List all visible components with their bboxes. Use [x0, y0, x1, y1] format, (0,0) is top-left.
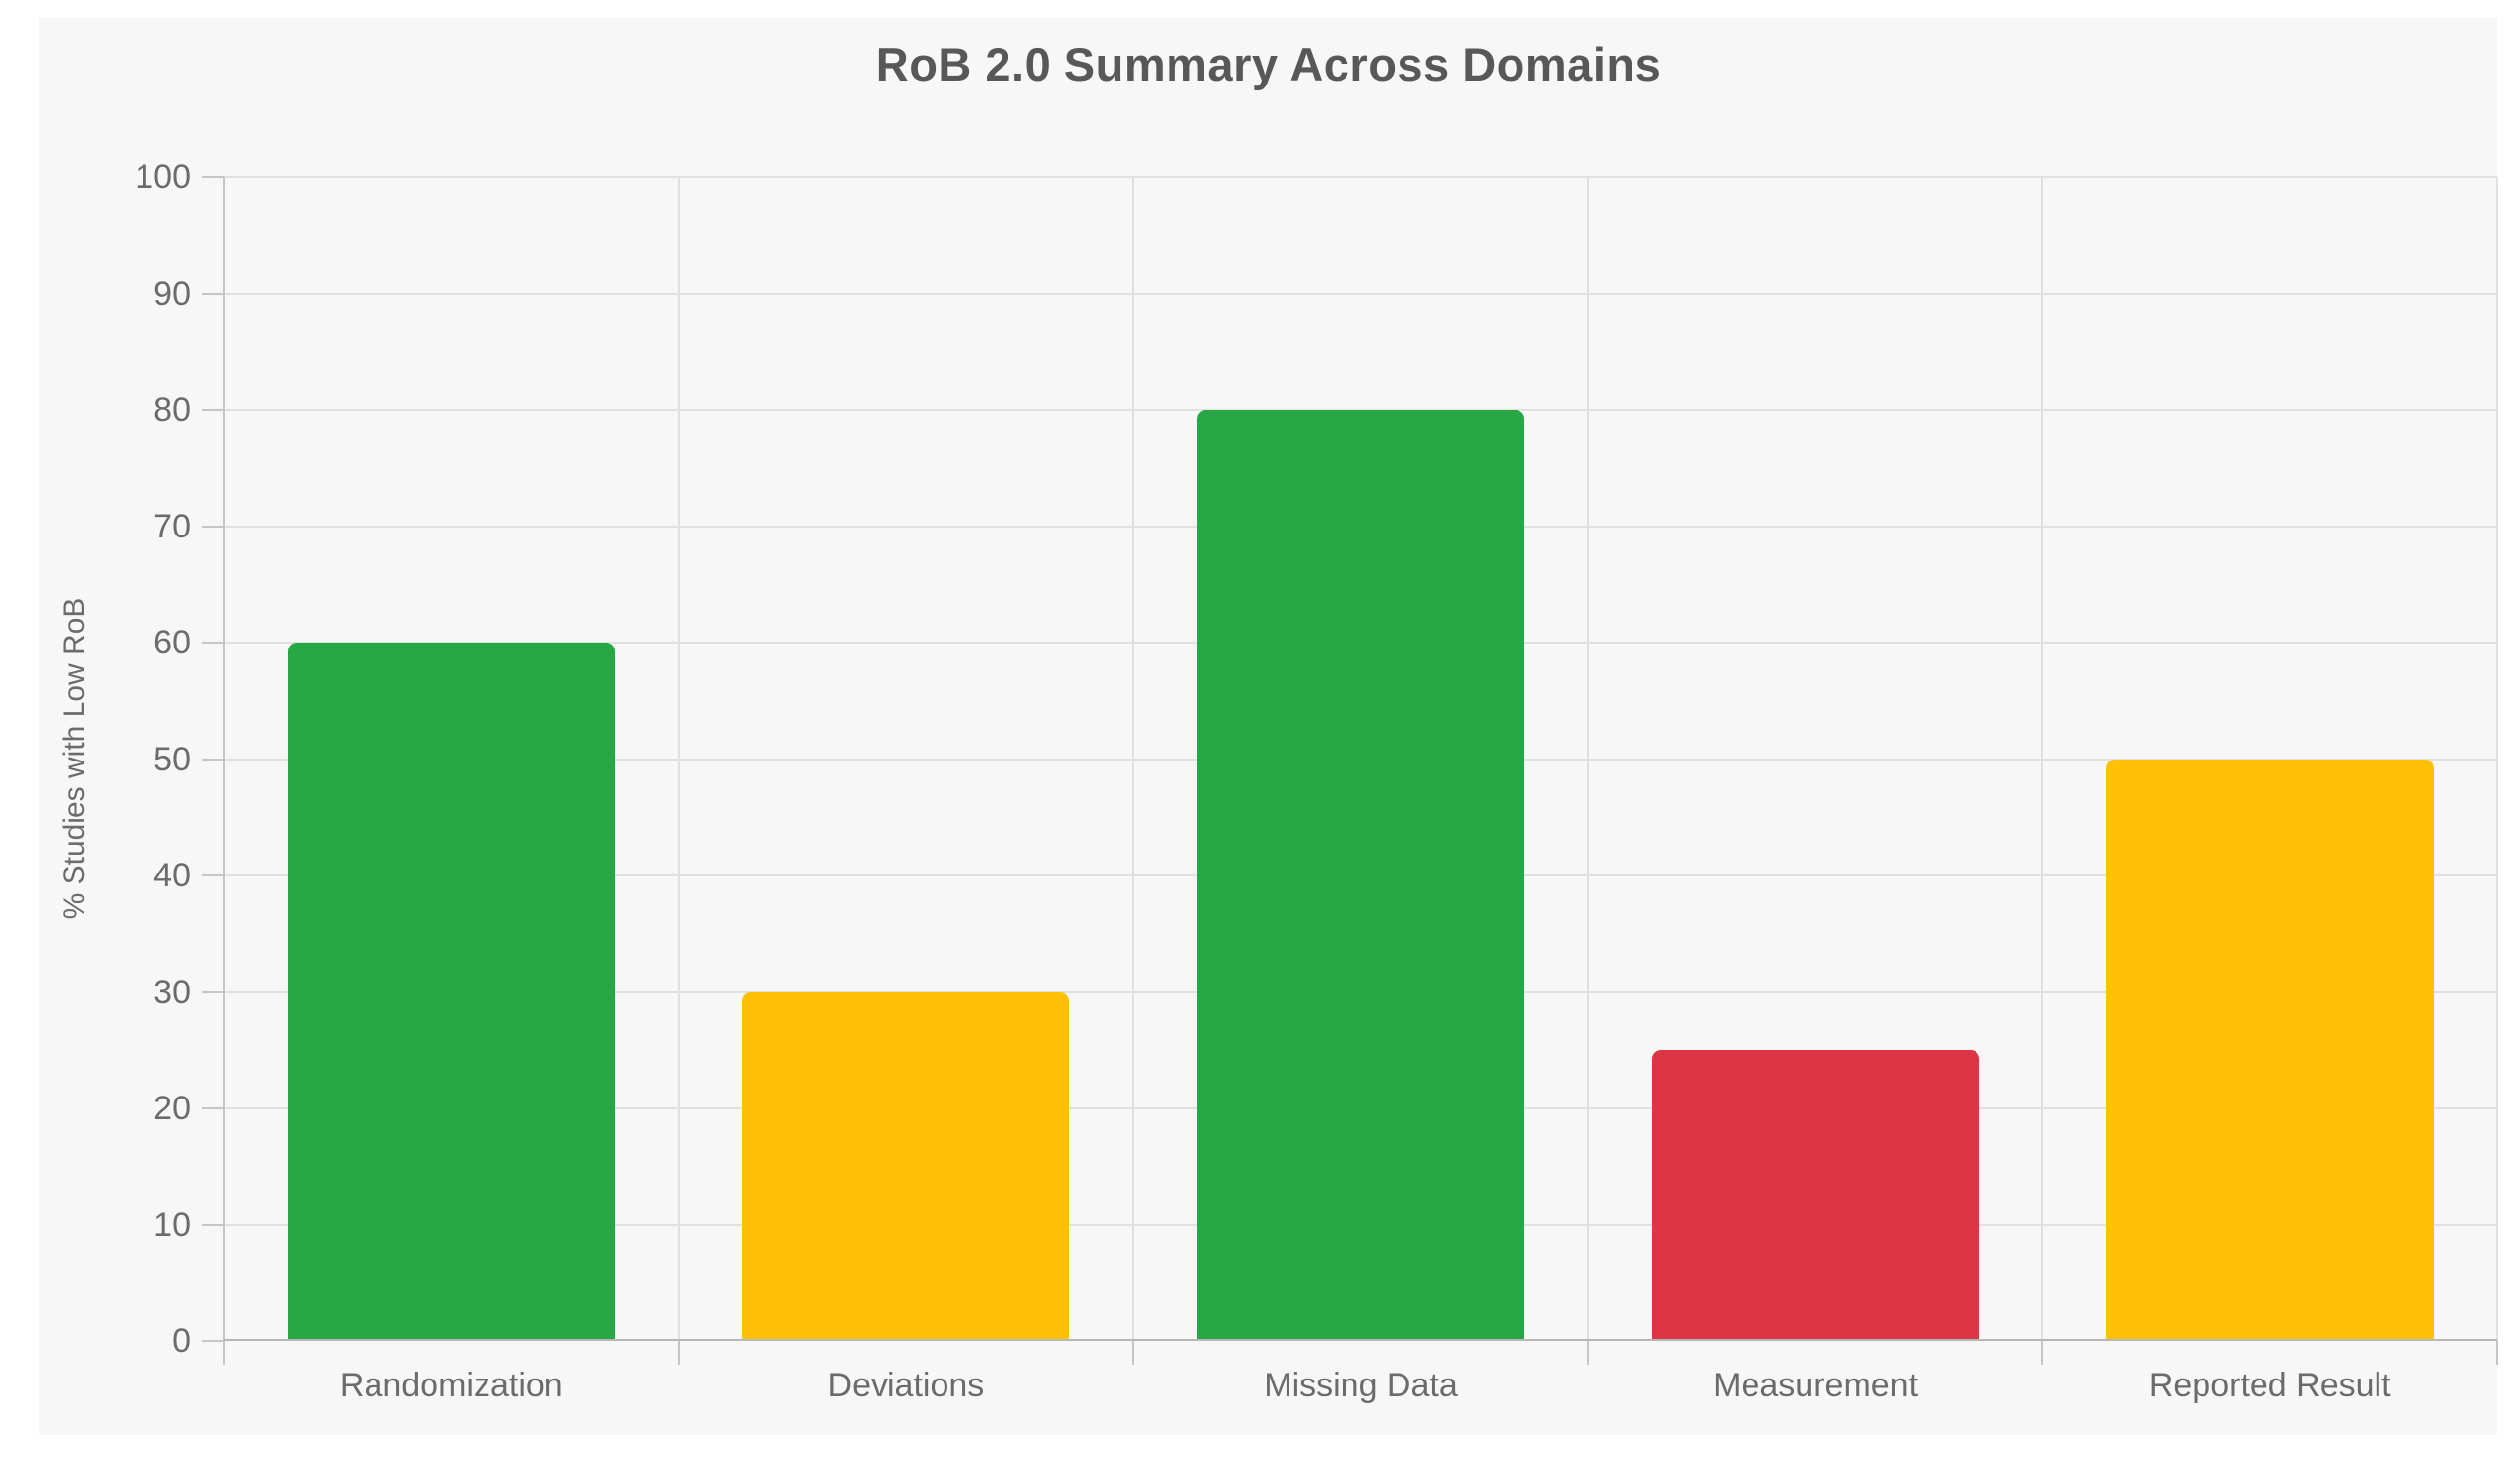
y-tick-mark-80	[202, 409, 224, 411]
x-axis-label-randomization: Randomization	[339, 1367, 563, 1404]
gridline-y-90	[224, 292, 2497, 295]
y-tick-label-20: 20	[153, 1090, 191, 1127]
chart-panel: RoB 2.0 Summary Across Domains % Studies…	[39, 18, 2498, 1435]
x-axis-line	[224, 1339, 2497, 1341]
x-axis-label-deviations: Deviations	[828, 1367, 985, 1404]
chart-title: RoB 2.0 Summary Across Domains	[875, 38, 1662, 90]
plot-area: 0 10 20 30 40 50 60 70 80 90 100 Randomization Devia…	[135, 160, 2498, 1402]
y-tick-mark-0	[202, 1340, 224, 1342]
y-tick-label-30: 30	[153, 973, 191, 1011]
y-tick-label-70: 70	[153, 507, 191, 545]
gridline-x-boundary-1	[677, 177, 680, 1341]
y-axis-line	[223, 177, 225, 1341]
y-tick-label-0: 0	[172, 1323, 191, 1360]
gridline-x-boundary-3	[1586, 177, 1589, 1341]
y-tick-mark-50	[202, 758, 224, 761]
y-tick-label-100: 100	[135, 158, 191, 196]
x-tick-mark-2	[1132, 1341, 1135, 1365]
bar-measurement	[1651, 1049, 1979, 1341]
y-tick-label-60: 60	[153, 624, 191, 661]
x-tick-mark-4	[2041, 1341, 2044, 1365]
gridline-x-boundary-2	[1132, 177, 1135, 1341]
y-axis-title: % Studies with Low RoB	[58, 597, 90, 920]
y-tick-mark-90	[202, 292, 224, 295]
x-tick-mark-3	[1586, 1341, 1589, 1365]
y-tick-label-10: 10	[153, 1206, 191, 1244]
y-tick-label-40: 40	[153, 857, 191, 894]
bar-randomization	[287, 643, 615, 1341]
y-tick-mark-40	[202, 874, 224, 876]
bar-missing-data	[1196, 410, 1525, 1341]
y-tick-label-50: 50	[153, 740, 191, 778]
x-tick-mark-5	[2496, 1341, 2498, 1365]
y-tick-mark-20	[202, 1107, 224, 1109]
x-axis-label-missing-data: Missing Data	[1264, 1367, 1458, 1404]
y-tick-label-90: 90	[153, 274, 191, 312]
x-axis-label-measurement: Measurement	[1713, 1367, 1919, 1404]
gridline-y-100	[224, 176, 2497, 178]
y-tick-mark-30	[202, 990, 224, 993]
x-tick-mark-1	[677, 1341, 680, 1365]
gridline-x-boundary-4	[2041, 177, 2044, 1341]
x-axis-label-reported-result: Reported Result	[2148, 1367, 2391, 1404]
y-tick-mark-100	[202, 176, 224, 178]
bar-deviations	[742, 991, 1070, 1341]
y-tick-mark-10	[202, 1223, 224, 1226]
bar-reported-result	[2106, 759, 2434, 1341]
gridline-x-boundary-5	[2496, 177, 2498, 1341]
y-tick-mark-60	[202, 642, 224, 644]
y-tick-label-80: 80	[153, 391, 191, 428]
x-tick-mark-0	[223, 1341, 225, 1365]
y-tick-mark-70	[202, 525, 224, 528]
